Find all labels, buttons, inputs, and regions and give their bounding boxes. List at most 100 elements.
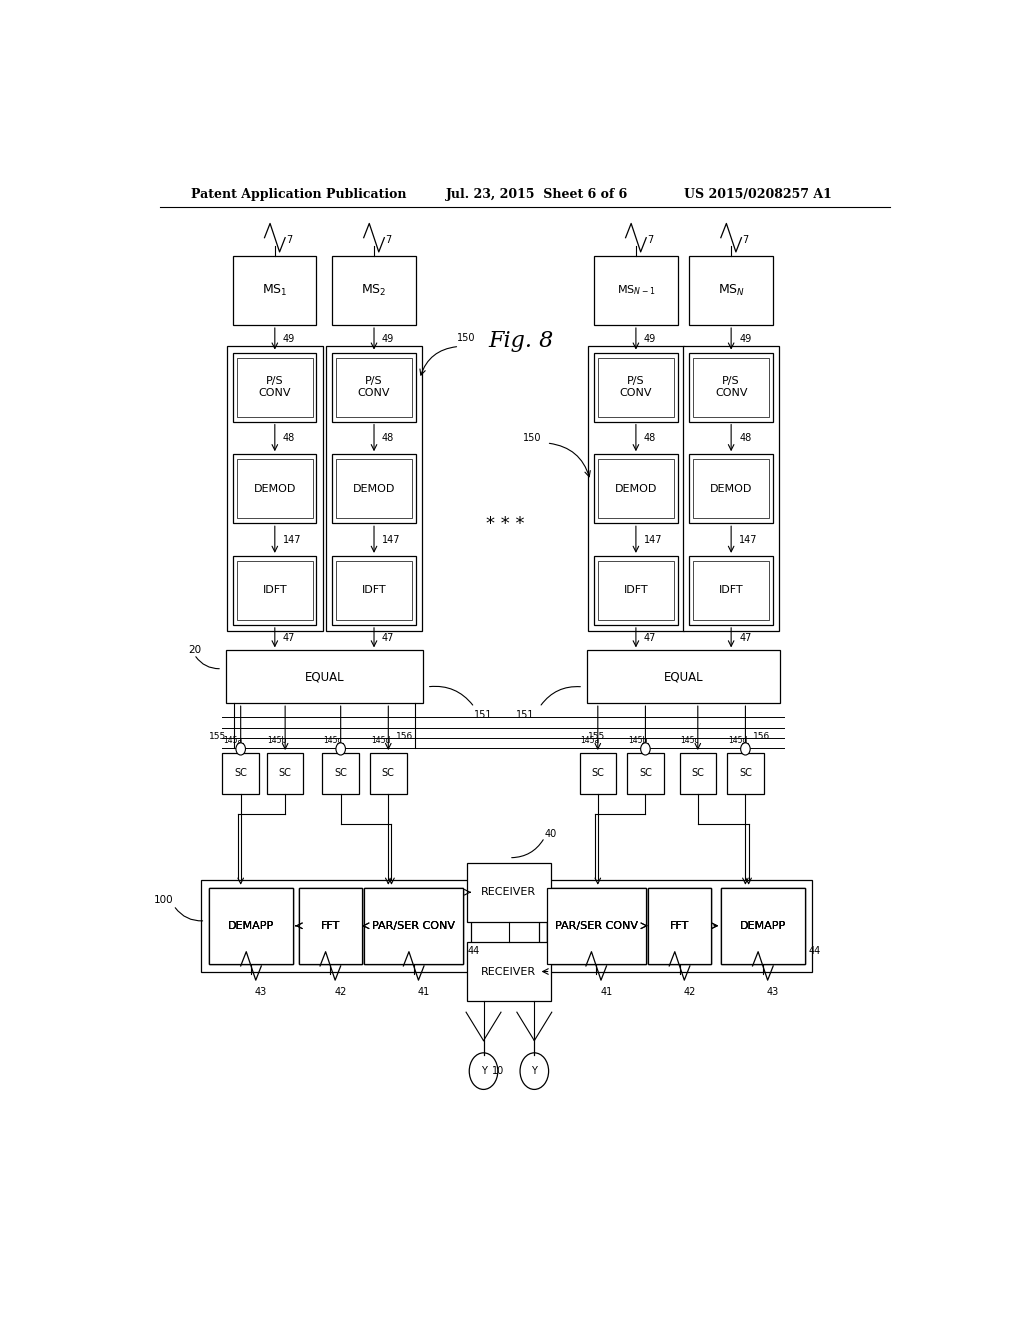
Text: DEMOD: DEMOD <box>710 483 753 494</box>
Text: 147: 147 <box>382 535 400 545</box>
Circle shape <box>336 743 345 755</box>
Bar <box>222 752 259 793</box>
Bar <box>588 346 684 631</box>
Bar <box>299 887 362 964</box>
Text: DEMOD: DEMOD <box>353 483 395 494</box>
Text: 145a: 145a <box>223 737 243 746</box>
Text: 47: 47 <box>382 632 394 643</box>
Circle shape <box>740 743 751 755</box>
Bar <box>233 256 316 325</box>
Bar <box>539 879 812 972</box>
Text: 145b: 145b <box>628 737 647 746</box>
Text: DEMAPP: DEMAPP <box>739 921 786 931</box>
Text: 156: 156 <box>754 733 771 742</box>
Bar <box>689 454 773 523</box>
Text: Fig. 8: Fig. 8 <box>488 330 553 352</box>
Text: 145b: 145b <box>267 737 287 746</box>
Text: FFT: FFT <box>670 921 689 931</box>
Bar <box>683 346 779 631</box>
Text: 48: 48 <box>739 433 752 444</box>
Text: MS$_1$: MS$_1$ <box>262 282 288 298</box>
Text: MS$_2$: MS$_2$ <box>361 282 387 298</box>
Bar <box>336 358 412 417</box>
Bar <box>467 942 551 1001</box>
Bar <box>594 454 678 523</box>
Text: SC: SC <box>279 768 292 779</box>
Bar <box>209 887 293 964</box>
Bar <box>547 887 646 964</box>
Bar <box>202 879 471 972</box>
Text: 150: 150 <box>457 334 475 343</box>
Text: DEMAPP: DEMAPP <box>739 921 786 931</box>
Text: 156: 156 <box>396 733 414 742</box>
Bar <box>333 256 416 325</box>
Bar <box>547 887 646 964</box>
Text: FFT: FFT <box>670 921 689 931</box>
Text: FFT: FFT <box>321 921 340 931</box>
Text: 48: 48 <box>382 433 394 444</box>
Bar <box>365 887 463 964</box>
Bar <box>238 358 312 417</box>
Text: 151: 151 <box>516 710 535 721</box>
Text: 7: 7 <box>286 235 292 244</box>
Text: DEMAPP: DEMAPP <box>228 921 274 931</box>
Bar <box>689 556 773 624</box>
Text: 44: 44 <box>809 946 821 956</box>
Text: P/S
CONV: P/S CONV <box>715 376 748 397</box>
Text: 42: 42 <box>684 987 696 998</box>
Text: 49: 49 <box>283 334 295 343</box>
Bar <box>299 887 362 964</box>
Bar <box>226 651 423 704</box>
Text: 7: 7 <box>742 235 749 244</box>
Text: 41: 41 <box>600 987 612 998</box>
Text: FFT: FFT <box>670 921 689 931</box>
Bar <box>299 887 362 964</box>
Text: PAR/SER CONV: PAR/SER CONV <box>372 921 456 931</box>
Text: 151: 151 <box>474 710 493 721</box>
Text: PAR/SER CONV: PAR/SER CONV <box>372 921 456 931</box>
Bar <box>209 887 293 964</box>
Bar <box>238 561 312 620</box>
Bar <box>627 752 664 793</box>
Bar <box>209 887 293 964</box>
Bar <box>594 256 678 325</box>
Text: MS$_N$: MS$_N$ <box>718 282 744 298</box>
Text: DEMAPP: DEMAPP <box>739 921 786 931</box>
Text: PAR/SER CONV: PAR/SER CONV <box>555 921 638 931</box>
Text: 155: 155 <box>209 733 226 742</box>
Bar <box>267 752 303 793</box>
Bar <box>547 887 646 964</box>
Text: IDFT: IDFT <box>361 585 386 595</box>
Bar <box>721 887 805 964</box>
Bar <box>333 556 416 624</box>
Text: 10: 10 <box>492 1067 504 1076</box>
Text: 145a: 145a <box>581 737 600 746</box>
Bar <box>467 863 551 921</box>
Text: 44: 44 <box>467 946 479 956</box>
Text: EQUAL: EQUAL <box>304 671 344 684</box>
Text: SC: SC <box>691 768 705 779</box>
Text: 40: 40 <box>545 829 557 840</box>
Bar <box>587 651 780 704</box>
Text: US 2015/0208257 A1: US 2015/0208257 A1 <box>684 189 831 202</box>
Bar <box>333 352 416 421</box>
Text: 48: 48 <box>283 433 295 444</box>
Bar <box>336 459 412 519</box>
Text: DEMOD: DEMOD <box>614 483 657 494</box>
Text: SC: SC <box>592 768 604 779</box>
Text: FFT: FFT <box>321 921 340 931</box>
Text: 43: 43 <box>767 987 779 998</box>
Text: IDFT: IDFT <box>719 585 743 595</box>
Text: PAR/SER CONV: PAR/SER CONV <box>555 921 638 931</box>
Text: 147: 147 <box>739 535 758 545</box>
Bar <box>580 752 616 793</box>
Circle shape <box>641 743 650 755</box>
Bar <box>648 887 712 964</box>
Text: Y: Y <box>480 1067 486 1076</box>
Bar <box>721 887 805 964</box>
Text: 100: 100 <box>154 895 173 906</box>
Text: DEMAPP: DEMAPP <box>228 921 274 931</box>
Text: SC: SC <box>382 768 394 779</box>
Text: 49: 49 <box>644 334 656 343</box>
Bar <box>233 454 316 523</box>
